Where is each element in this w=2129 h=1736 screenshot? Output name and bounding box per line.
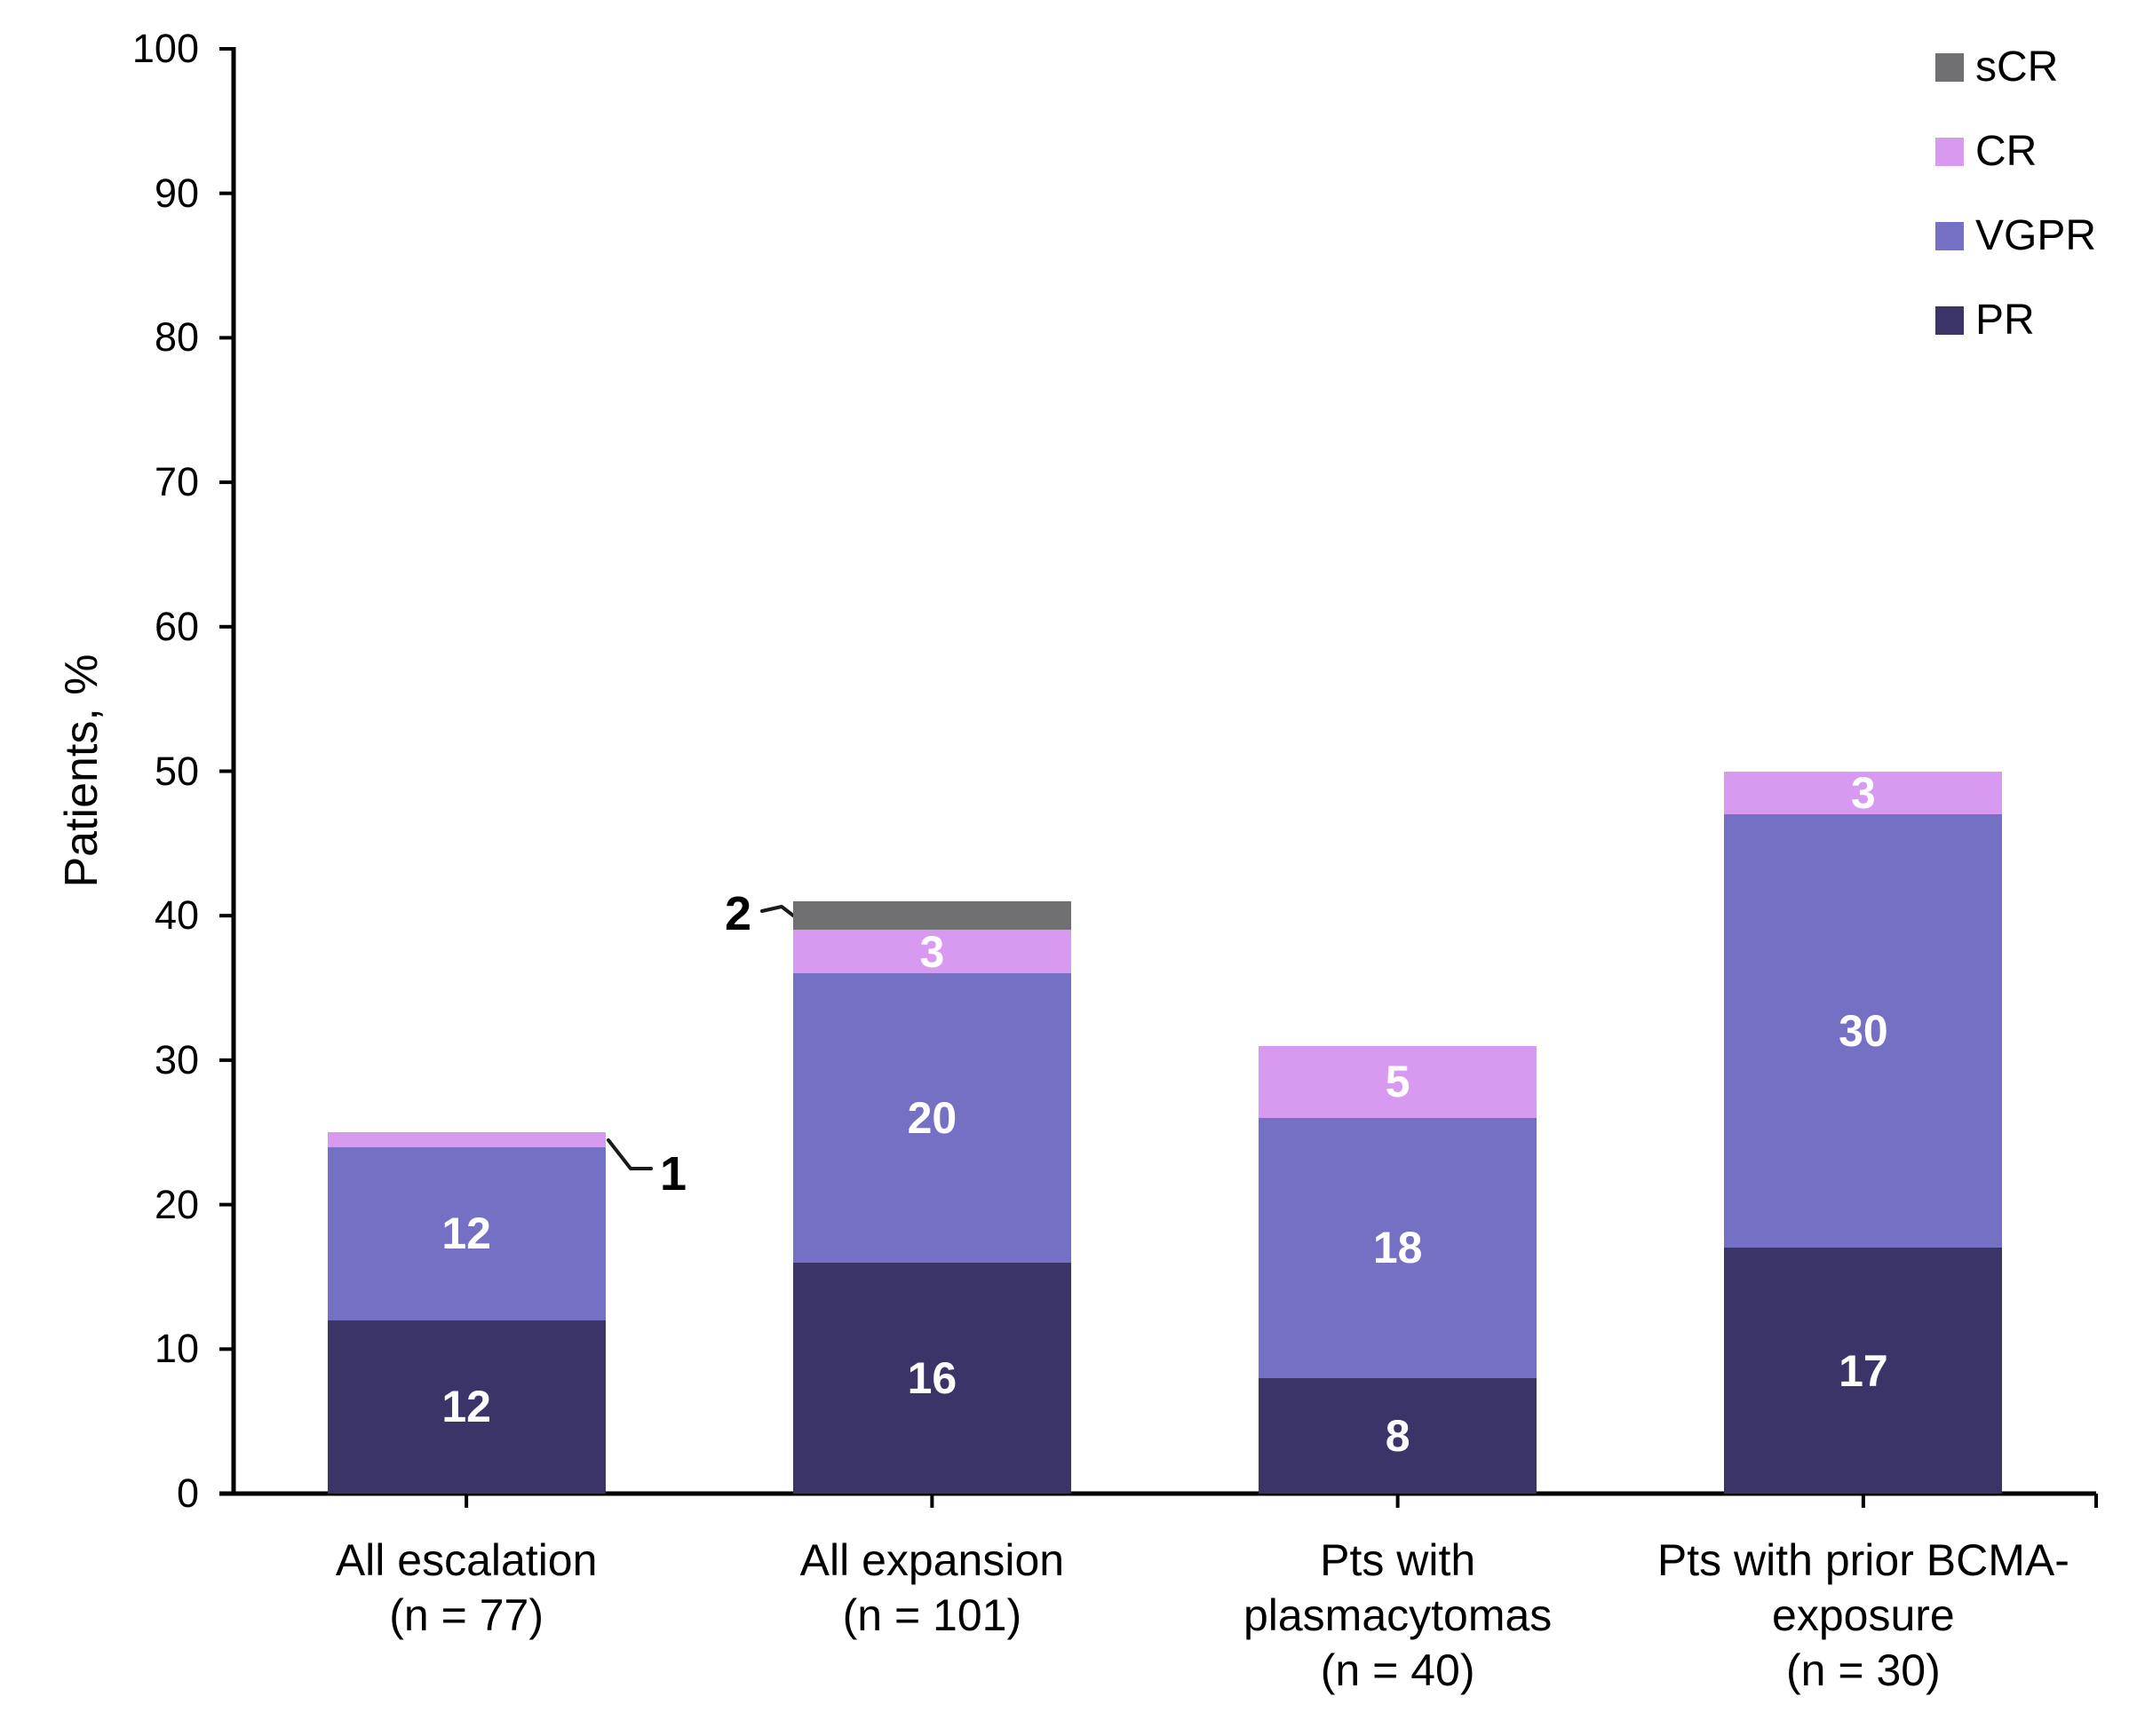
y-tick-label: 60 — [154, 603, 199, 649]
x-category-label-4: Pts with prior BCMA-exposure (n = 30) — [1631, 1533, 2096, 1698]
bar-segment-cr — [327, 1132, 606, 1147]
bar-segment-pr: 12 — [327, 1320, 606, 1494]
legend-label: CR — [1975, 128, 2038, 175]
legend-item-scr: sCR — [1935, 44, 2096, 91]
legend-swatch-cr — [1935, 138, 1964, 166]
x-category-label-line: (n = 30) — [1786, 1645, 1941, 1695]
bar-segment-pr: 8 — [1259, 1377, 1537, 1494]
legend-swatch-pr — [1935, 306, 1964, 335]
bar-value-label: 12 — [441, 1382, 491, 1432]
y-tick-label: 40 — [154, 892, 199, 939]
x-category-label-3: Pts with plasmacytomas (n = 40) — [1165, 1533, 1631, 1698]
legend-label: PR — [1975, 297, 2035, 344]
bar-segment-pr: 16 — [792, 1262, 1071, 1494]
legend-label: VGPR — [1975, 212, 2097, 259]
x-category-label-line: All expansion — [799, 1535, 1065, 1585]
y-tick-label: 0 — [176, 1470, 199, 1516]
y-tick-label: 10 — [154, 1326, 199, 1372]
bar-segment-vgpr: 30 — [1724, 814, 2003, 1248]
x-category-label-1: All escalation (n = 77) — [234, 1533, 699, 1643]
bar-value-label: 16 — [907, 1352, 957, 1403]
bar-segment-cr: 3 — [792, 927, 1071, 977]
legend-item-vgpr: VGPR — [1935, 212, 2097, 259]
x-category-label-2: All expansion (n = 101) — [699, 1533, 1164, 1643]
y-tick-label: 100 — [131, 26, 199, 71]
bar-segment-vgpr: 20 — [792, 973, 1071, 1263]
bar-1: 12 12 — [327, 49, 606, 1494]
bar-value-label: 8 — [1385, 1410, 1410, 1461]
callout-value-label-scr: 2 — [724, 887, 752, 940]
bar-value-label: 18 — [1372, 1223, 1423, 1273]
legend-item-pr: PR — [1935, 297, 2096, 344]
bar-segment-cr: 3 — [1724, 768, 2003, 818]
bar-segment-vgpr: 18 — [1259, 1117, 1537, 1378]
callout-line-cr — [607, 1138, 653, 1170]
y-tick-label: 50 — [154, 748, 199, 794]
bar-value-label: 17 — [1839, 1345, 1888, 1396]
bar-value-label: 3 — [919, 926, 945, 977]
y-tick-label: 80 — [154, 314, 199, 361]
x-category-label-line: All escalation — [335, 1535, 598, 1585]
x-category-label-line: exposure — [1772, 1590, 1955, 1640]
legend-label: sCR — [1975, 44, 2059, 91]
callout-line-scr — [760, 905, 795, 917]
bar-value-label: 20 — [907, 1092, 957, 1143]
bar-segment-scr — [792, 900, 1071, 931]
bar-segment-pr: 17 — [1724, 1248, 2003, 1494]
bar-value-label: 12 — [441, 1209, 491, 1259]
x-category-label-line: (n = 77) — [389, 1590, 544, 1640]
x-category-label-line: Pts with — [1320, 1535, 1476, 1585]
x-category-label-line: plasmacytomas — [1243, 1590, 1553, 1640]
legend-swatch-scr — [1935, 53, 1964, 82]
x-category-label-line: (n = 40) — [1320, 1645, 1475, 1695]
bar-value-label: 3 — [1850, 767, 1876, 818]
y-tick-label: 30 — [154, 1036, 199, 1082]
legend: sCR CR VGPR PR — [1935, 44, 2097, 344]
y-tick-label: 20 — [154, 1181, 199, 1227]
bar-segment-cr: 5 — [1259, 1045, 1537, 1118]
bar-4: 17 30 3 — [1724, 49, 2003, 1494]
legend-swatch-vgpr — [1935, 222, 1964, 250]
bar-2: 16 20 3 — [792, 49, 1071, 1494]
y-tick-label: 90 — [154, 170, 199, 216]
callout-value-label-cr: 1 — [659, 1147, 687, 1201]
bar-3: 8 18 5 — [1259, 49, 1537, 1494]
x-category-label-line: (n = 101) — [842, 1590, 1022, 1640]
bar-segment-vgpr: 12 — [327, 1146, 606, 1320]
bar-value-label: 5 — [1385, 1057, 1410, 1107]
y-tick-label: 70 — [154, 459, 199, 505]
legend-item-cr: CR — [1935, 128, 2096, 175]
bar-value-label: 30 — [1839, 1006, 1888, 1057]
x-category-label-line: Pts with prior BCMA- — [1656, 1535, 2069, 1585]
